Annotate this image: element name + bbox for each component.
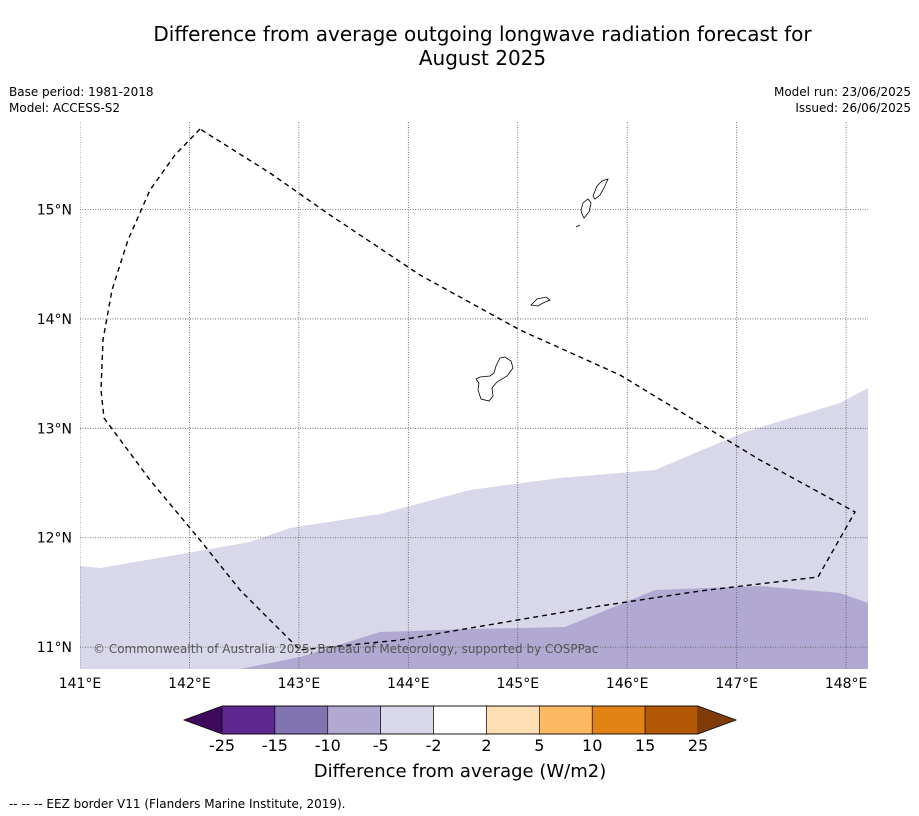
colorbar-extend-high — [698, 706, 736, 734]
olr-anomaly-region-medium — [240, 586, 868, 669]
meta-right: Model run: 23/06/2025 Issued: 26/06/2025 — [774, 84, 911, 116]
island-aguijan — [575, 224, 581, 228]
lat-tick-label: 11°N — [37, 640, 72, 656]
title-line-1: Difference from average outgoing longwav… — [153, 22, 812, 46]
colorbar-title: Difference from average (W/m2) — [313, 761, 607, 782]
island-guam — [475, 356, 514, 402]
colorbar-tick-label: -10 — [315, 736, 341, 755]
lat-tick-label: 15°N — [37, 203, 72, 219]
lon-tick-label: 146°E — [606, 676, 649, 692]
colorbar-tick-label: 10 — [582, 736, 602, 755]
colorbar-cell — [644, 705, 699, 735]
colorbar-cell — [380, 705, 434, 735]
colorbar-cell — [486, 705, 540, 735]
model-name: Model: ACCESS-S2 — [9, 101, 121, 115]
lon-tick-label: 143°E — [278, 676, 321, 692]
base-period: Base period: 1981-2018 — [9, 85, 154, 99]
lat-tick-label: 12°N — [37, 531, 72, 547]
colorbar-tick-label: 5 — [534, 736, 544, 755]
colorbar-cell — [433, 705, 487, 735]
colorbar-tick-label: 2 — [481, 736, 491, 755]
colorbar-tick-label: -15 — [262, 736, 288, 755]
lon-tick-label: 148°E — [825, 676, 868, 692]
issued-date: Issued: 26/06/2025 — [795, 101, 911, 115]
island-rota — [530, 296, 551, 307]
colorbar-cell — [591, 705, 646, 735]
title-line-2: August 2025 — [418, 46, 547, 70]
copyright-notice: © Commonwealth of Australia 2025, Bureau… — [93, 642, 598, 656]
colorbar-outline — [182, 705, 738, 735]
lon-tick-label: 141°E — [59, 676, 102, 692]
colorbar-tick-label: -5 — [373, 736, 389, 755]
colorbar-cells — [221, 705, 699, 735]
colorbar-tick-label: -25 — [209, 736, 235, 755]
eez-footnote: -- -- -- EEZ border V11 (Flanders Marine… — [9, 797, 346, 811]
lon-tick-label: 147°E — [715, 676, 758, 692]
colorbar-cell — [274, 705, 329, 735]
lon-tick-label: 144°E — [387, 676, 430, 692]
model-run: Model run: 23/06/2025 — [773, 85, 911, 99]
gridlines — [80, 122, 868, 669]
lon-tick-label: 142°E — [168, 676, 211, 692]
colorbar-cell — [327, 705, 381, 735]
lon-tick-label: 145°E — [496, 676, 539, 692]
lat-tick-label: 14°N — [37, 312, 72, 328]
chart-title: Difference from average outgoing longwav… — [100, 22, 865, 70]
meta-left: Base period: 1981-2018 Model: ACCESS-S2 — [9, 84, 154, 116]
colorbar-cell — [539, 705, 593, 735]
colorbar-tick-label: 25 — [688, 736, 708, 755]
colorbar-tick-label: 15 — [635, 736, 655, 755]
colorbar: -25 -15 -10 -5 -2 2 5 10 15 25 — [182, 705, 738, 755]
map-area: © Commonwealth of Australia 2025, Bureau… — [80, 122, 868, 669]
axis-tick-labels: 141°E 142°E 143°E 144°E 145°E 146°E 147°E 148°E… — [37, 203, 868, 692]
island-saipan — [592, 178, 609, 200]
colorbar-cell — [221, 705, 276, 735]
lat-tick-label: 13°N — [37, 421, 72, 437]
island-tinian — [580, 198, 592, 219]
colorbar-tick-label: -2 — [426, 736, 442, 755]
colorbar-tick-labels: -25 -15 -10 -5 -2 2 5 10 15 25 — [209, 736, 708, 755]
eez-border — [100, 128, 856, 651]
colorbar-extend-low — [184, 706, 222, 734]
